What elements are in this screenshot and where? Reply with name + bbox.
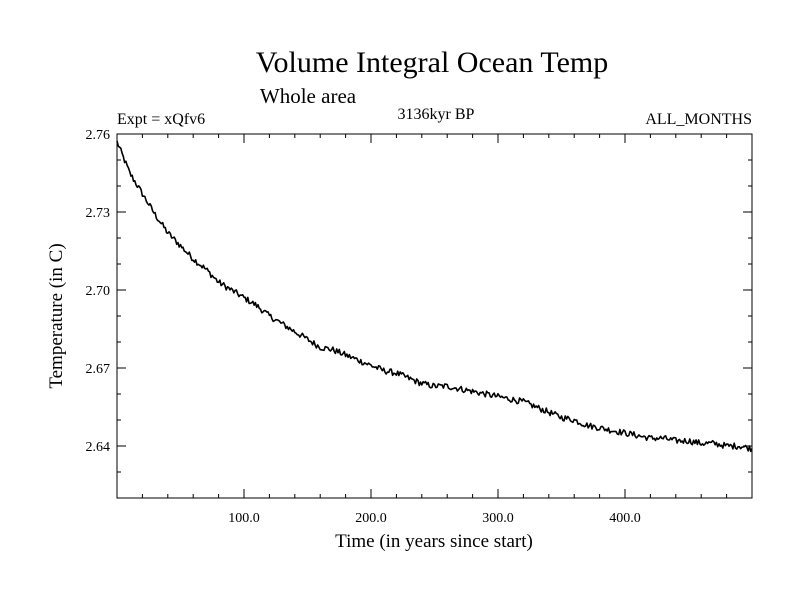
x-tick-label: 200.0 [355, 511, 387, 526]
x-tick-label: 400.0 [609, 511, 641, 526]
x-tick-labels: 100.0 200.0 300.0 400.0 [228, 511, 641, 526]
y-tick-labels: 2.64 2.67 2.70 2.73 2.76 [86, 128, 111, 455]
chart-title: Volume Integral Ocean Temp [256, 46, 609, 79]
experiment-label: Expt = xQfv6 [117, 111, 205, 128]
period-label: 3136kyr BP [398, 106, 475, 123]
y-tick-label: 2.70 [86, 284, 111, 299]
months-label: ALL_MONTHS [645, 111, 752, 128]
plot-frame [116, 133, 753, 499]
y-tick-label: 2.67 [86, 362, 111, 377]
x-axis-label: Time (in years since start) [335, 531, 533, 552]
y-tick-label: 2.64 [86, 440, 111, 455]
series-layer [116, 140, 753, 453]
axis-ticks [117, 133, 752, 498]
x-tick-label: 100.0 [228, 511, 260, 526]
series-line [116, 140, 753, 453]
y-axis-label: Temperature (in C) [46, 243, 67, 388]
y-tick-label: 2.73 [86, 206, 111, 221]
chart-subtitle: Whole area [260, 84, 357, 108]
x-tick-label: 300.0 [482, 511, 514, 526]
y-tick-label: 2.76 [86, 128, 111, 143]
